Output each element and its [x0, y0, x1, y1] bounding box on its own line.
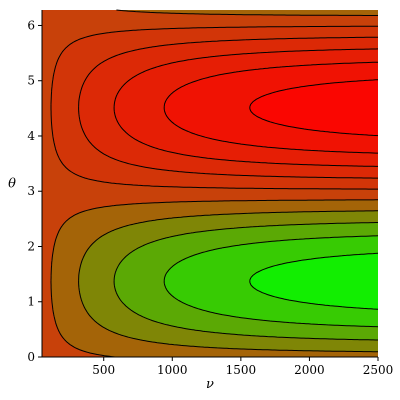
y-tick-label: 0 [27, 350, 35, 364]
x-tick-label: 1000 [157, 363, 188, 377]
contour-line [249, 79, 379, 137]
axes [41, 10, 378, 358]
x-tick-label: 1500 [226, 363, 257, 377]
contour-line [50, 25, 378, 190]
x-axis-label: ν [206, 377, 214, 392]
contour-line [163, 235, 379, 328]
x-tick-label: 2500 [363, 363, 394, 377]
contour-lines [50, 9, 379, 358]
y-axis-ticks: 0 1 2 3 4 5 6 [27, 18, 42, 364]
y-axis-label: θ [8, 177, 16, 192]
y-tick-label: 1 [27, 295, 35, 309]
heatmap-fill [42, 10, 378, 357]
y-tick-label: 6 [27, 18, 35, 32]
contour-line [163, 61, 379, 154]
y-tick-label: 3 [27, 184, 35, 198]
y-tick-label: 2 [27, 239, 35, 253]
contour-line [78, 210, 378, 353]
plot-area [42, 9, 379, 358]
x-axis-ticks: 500 1000 1500 2000 2500 [92, 357, 393, 377]
x-tick-label: 500 [92, 363, 115, 377]
x-tick-label: 2000 [294, 363, 325, 377]
contour-line [113, 48, 379, 167]
y-tick-label: 5 [27, 74, 35, 88]
contour-line [249, 252, 379, 310]
contour-line [50, 9, 378, 358]
y-tick-label: 4 [27, 129, 35, 143]
contour-line [113, 222, 378, 341]
contour-line [78, 36, 378, 179]
